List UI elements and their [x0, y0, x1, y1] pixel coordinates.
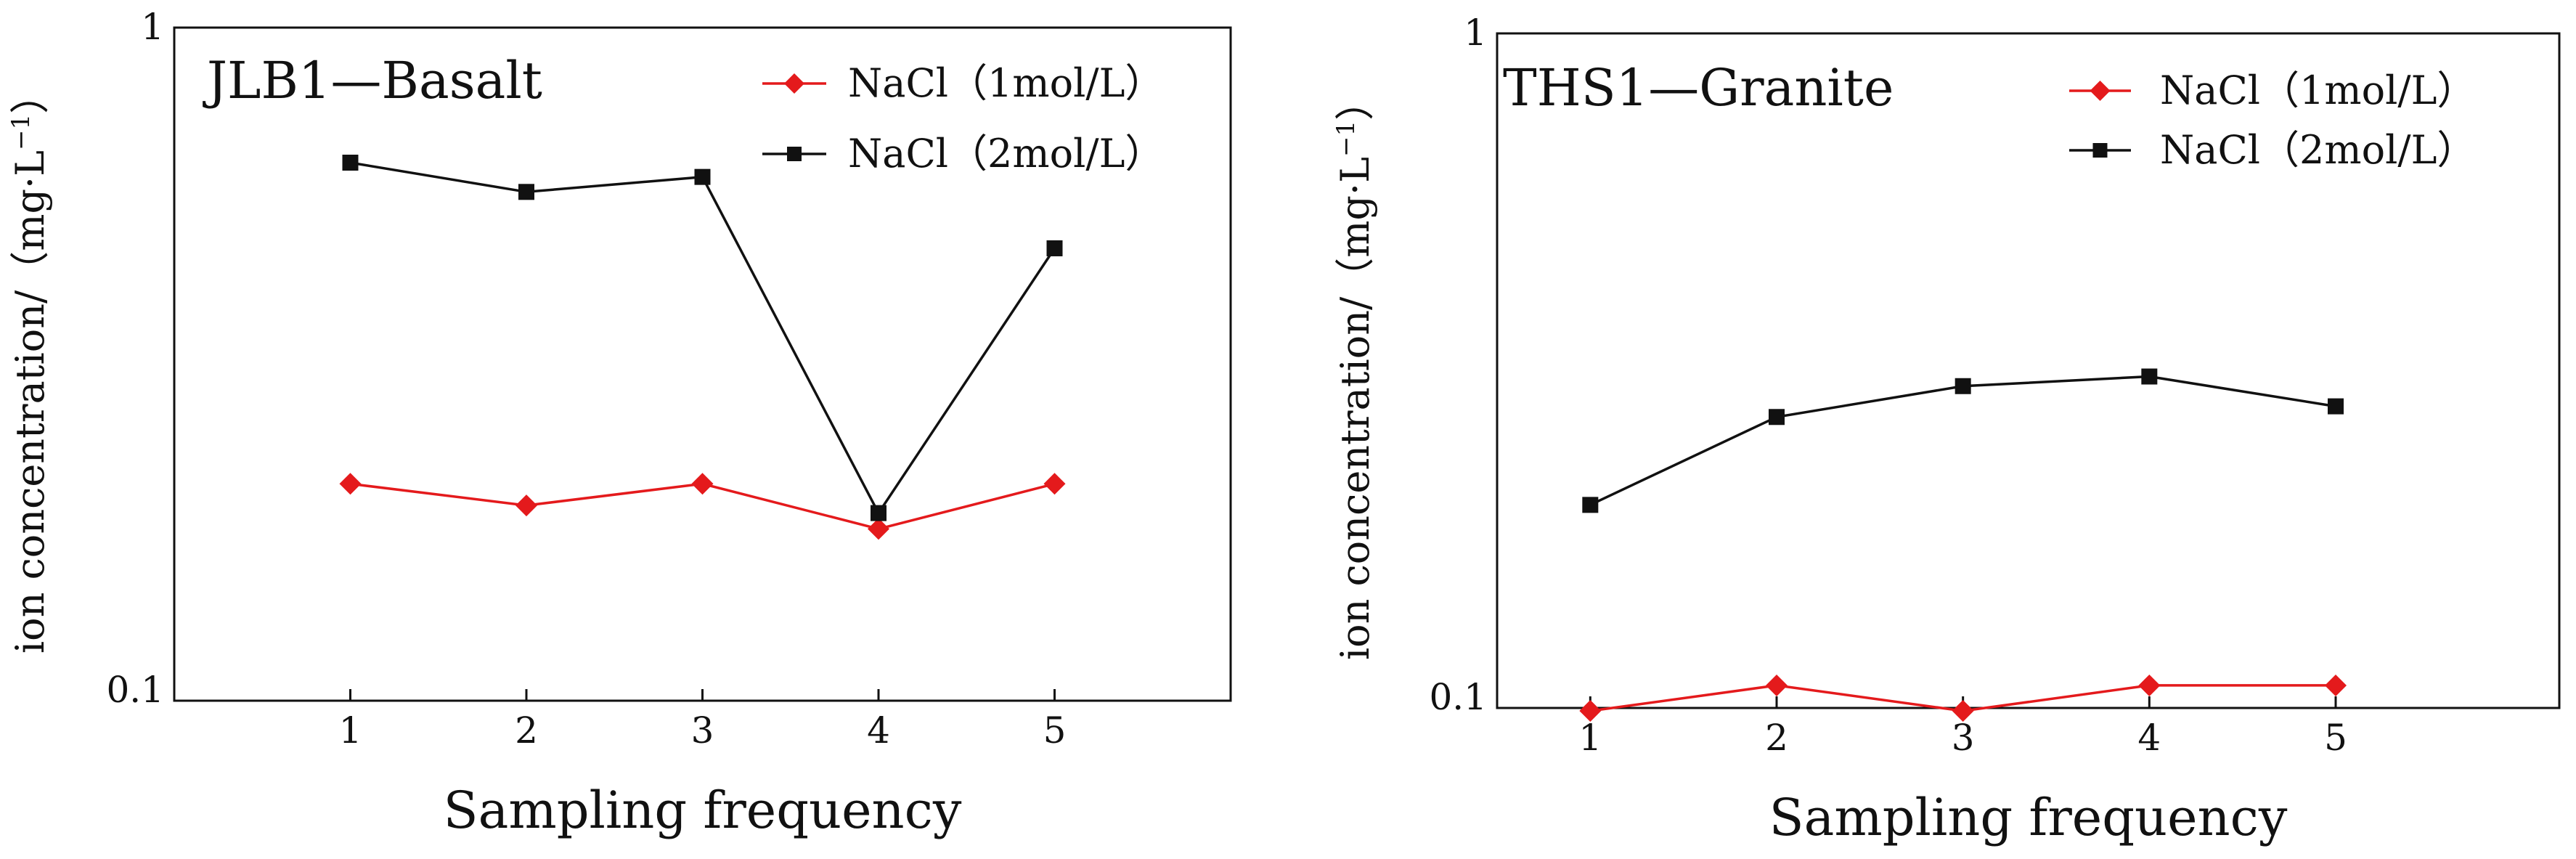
- data-point-1-4: [868, 518, 889, 540]
- legend-marker-1: [784, 73, 804, 94]
- y-tick-label: 0.1: [106, 669, 164, 711]
- x-tick-label: 4: [2137, 717, 2161, 759]
- y-axis-label-superscript: −1: [7, 114, 36, 150]
- data-point-1-5: [1043, 473, 1066, 495]
- y-tick-label: 1: [1464, 12, 1487, 54]
- data-point-1-3: [691, 473, 714, 495]
- y-axis-label: ion concentration/（mg·L−1）: [7, 75, 53, 654]
- data-point-2-2: [518, 184, 534, 200]
- legend-marker-1: [2090, 81, 2111, 101]
- legend-label-1: NaCl（1mol/L）: [2160, 68, 2476, 113]
- y-tick-label: 1: [141, 6, 164, 48]
- y-axis-label-superscript: −1: [1332, 121, 1361, 157]
- data-point-2-3: [694, 168, 711, 185]
- chart-panel-2: 0.1 1 1 2 3 4 5 Sampling frequency ion concentra…: [1332, 12, 2561, 847]
- x-axis-label: Sampling frequency: [444, 781, 962, 840]
- data-point-1-4: [2138, 674, 2161, 696]
- plot-frame: [1496, 32, 2561, 709]
- y-axis-label: ion concentration/（mg·L−1）: [1332, 81, 1378, 660]
- data-point-2-5: [2328, 398, 2344, 415]
- y-axis-label-main: ion concentration/（mg·L: [7, 150, 53, 654]
- x-tick-label: 1: [339, 709, 362, 752]
- x-tick-label: 5: [1043, 709, 1067, 752]
- data-point-1-2: [1766, 674, 1788, 696]
- x-axis-label: Sampling frequency: [1769, 788, 2288, 847]
- data-point-2-3: [1955, 378, 1971, 394]
- panel-title: JLB1—Basalt: [203, 51, 542, 110]
- x-tick-label: 4: [867, 709, 890, 752]
- data-point-2-4: [871, 505, 886, 521]
- legend-marker-2: [2092, 143, 2108, 158]
- chart-panel-1: 0.1 1 1 2 3 4 5 Sampling frequency ion concentra…: [7, 6, 1232, 840]
- y-tick-label: 0.1: [1429, 676, 1487, 718]
- x-tick-label: 2: [1765, 717, 1788, 759]
- panel-title: THS1—Granite: [1503, 58, 1894, 118]
- data-point-2-2: [1769, 409, 1785, 426]
- x-tick-label: 1: [1578, 717, 1602, 759]
- data-point-1-3: [1952, 700, 1974, 722]
- legend-label-2: NaCl（2mol/L）: [2160, 127, 2476, 173]
- legend-label-2: NaCl（2mol/L）: [848, 131, 1164, 176]
- data-point-2-1: [1582, 497, 1599, 513]
- x-tick-label: 5: [2324, 717, 2347, 759]
- plot-frame: [173, 26, 1232, 702]
- series-line-2: [350, 161, 1056, 516]
- data-point-1-1: [1579, 700, 1602, 722]
- data-point-1-1: [339, 473, 362, 495]
- x-tick-label: 3: [691, 709, 714, 752]
- y-axis-label-main: ion concentration/（mg·L: [1332, 157, 1378, 660]
- legend-marker-2: [787, 147, 802, 161]
- data-point-1-5: [2325, 674, 2347, 696]
- x-tick-label: 2: [515, 709, 538, 752]
- data-point-2-5: [1046, 240, 1063, 256]
- y-axis-label-close: ）: [1332, 81, 1378, 121]
- series-line-2: [1589, 375, 2336, 506]
- data-point-1-2: [515, 494, 537, 517]
- legend-label-1: NaCl（1mol/L）: [848, 60, 1164, 106]
- data-point-2-1: [342, 155, 359, 171]
- y-axis-label-close: ）: [7, 75, 53, 114]
- data-point-2-4: [2141, 368, 2158, 385]
- x-tick-label: 3: [1952, 717, 1975, 759]
